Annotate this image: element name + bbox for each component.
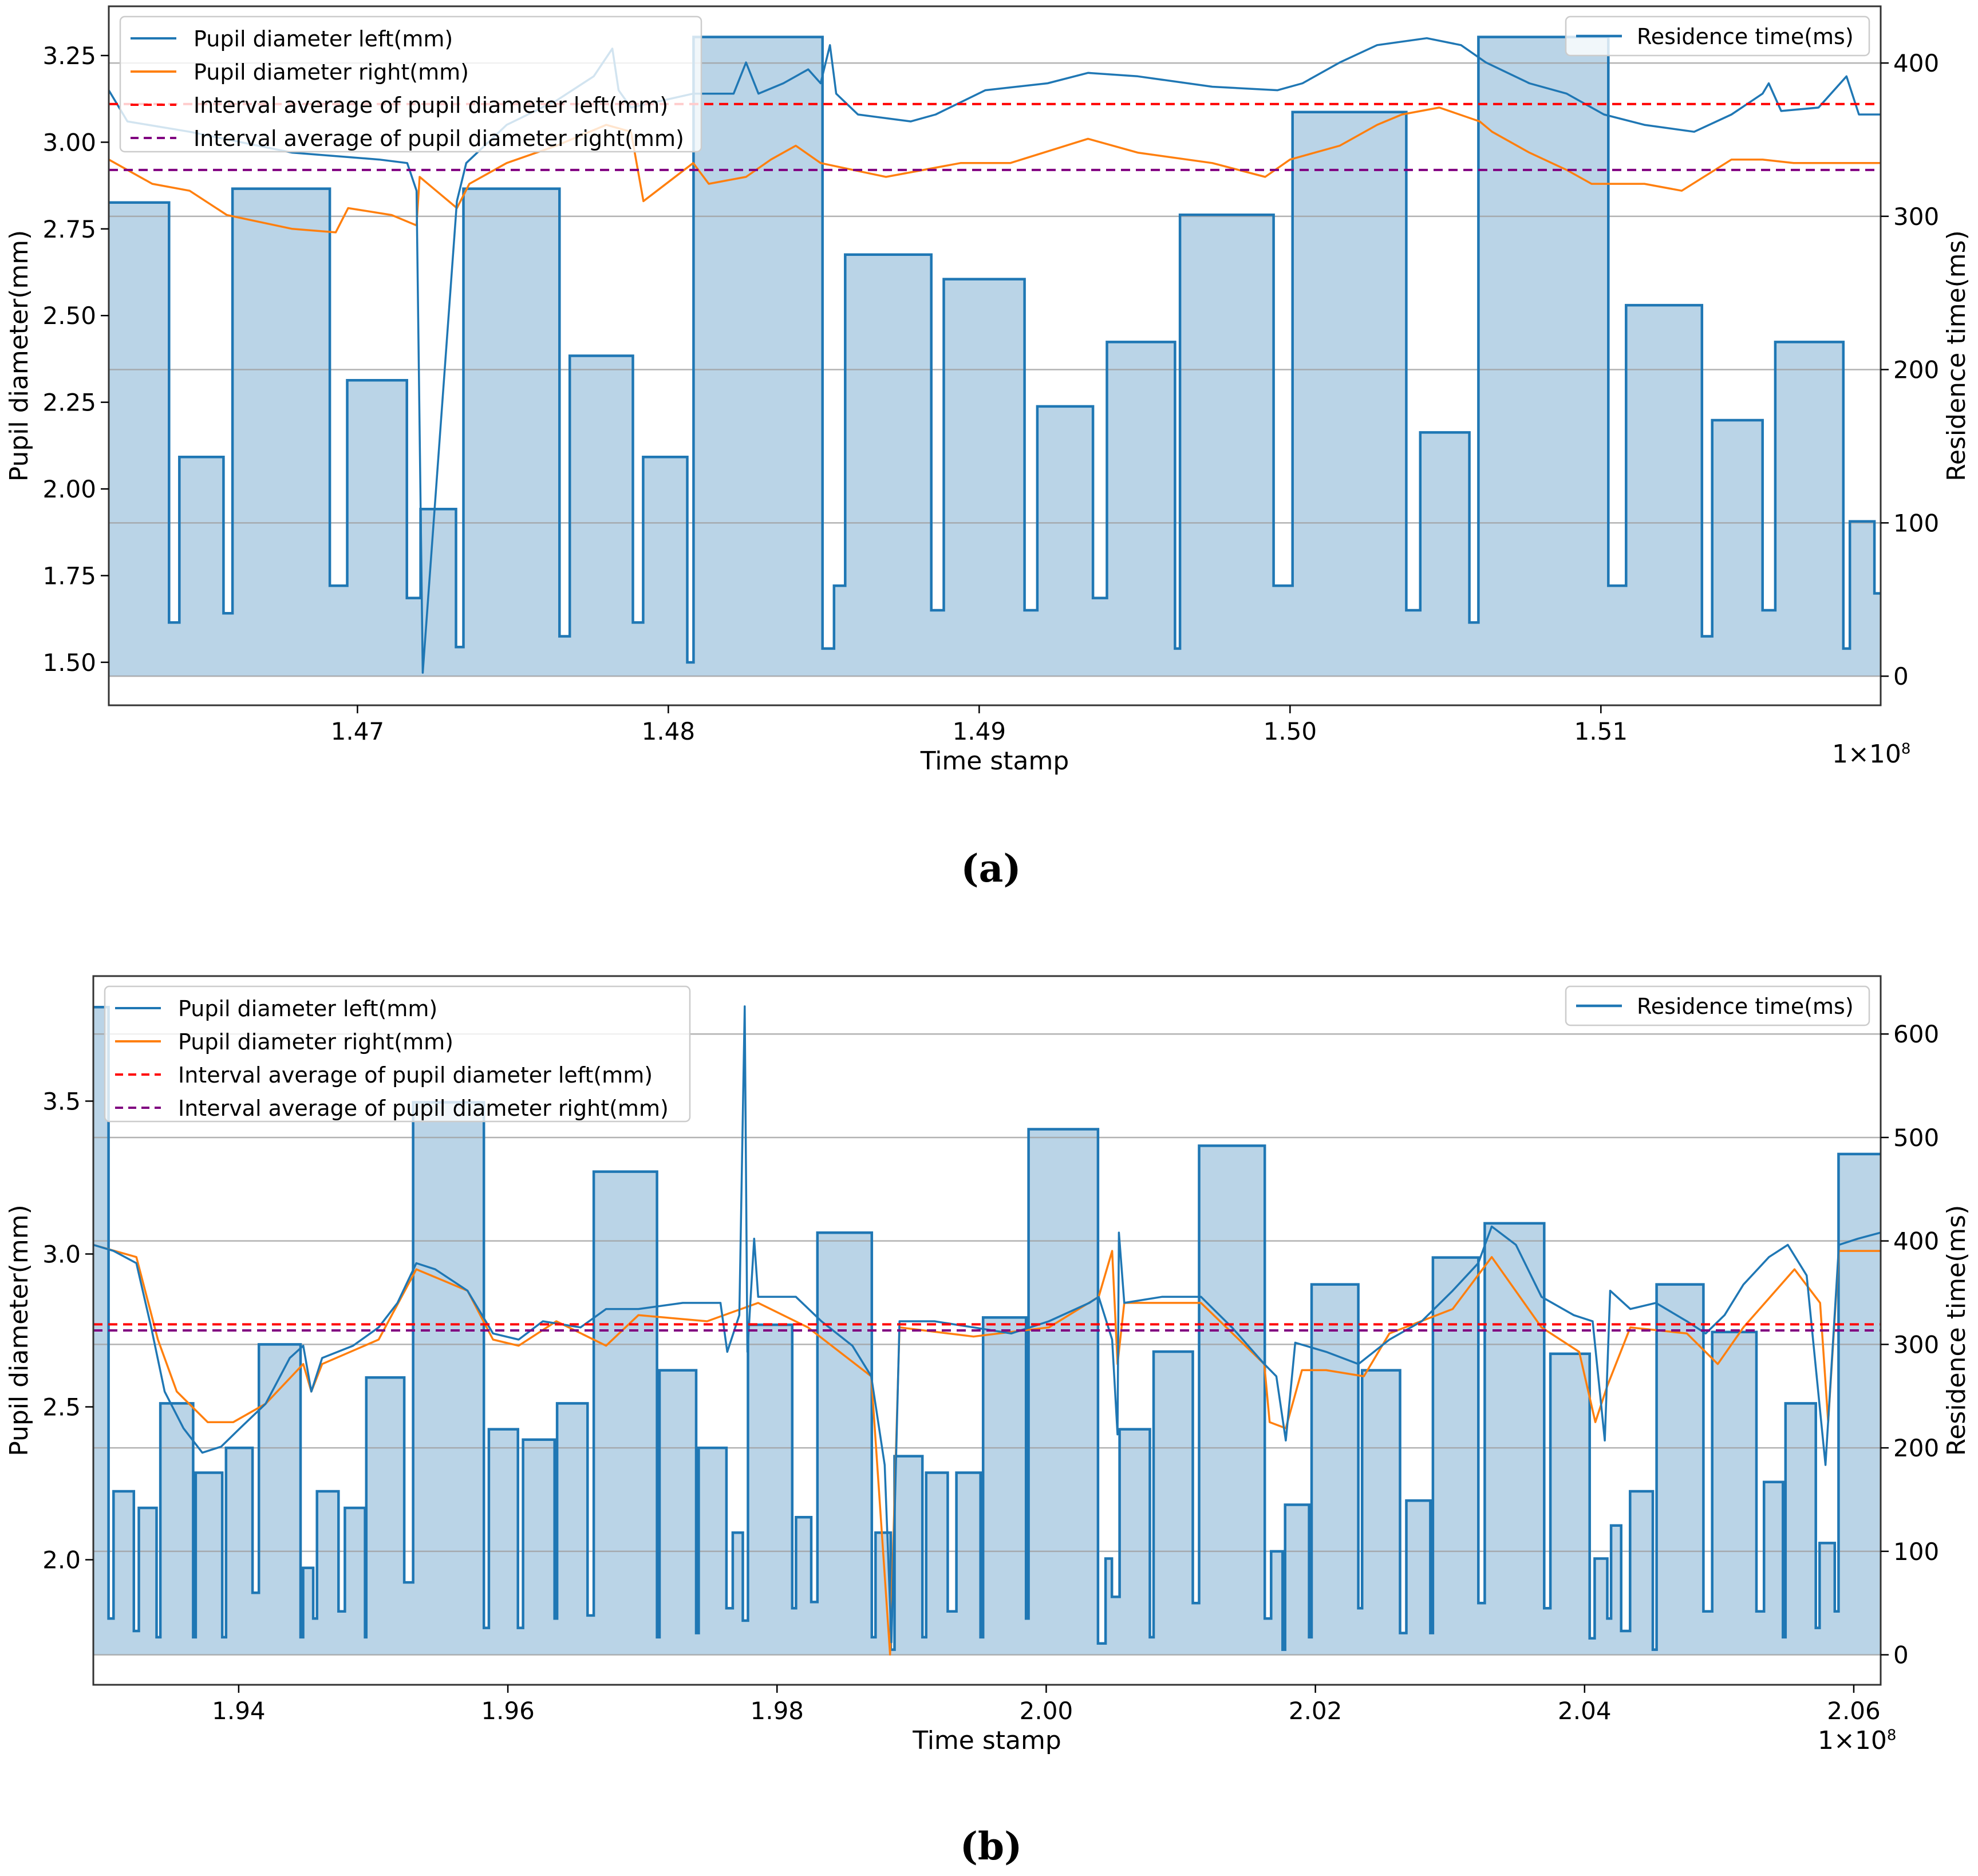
legend-box (104, 985, 691, 1123)
y-right-tick-label: 400 (1893, 49, 1939, 77)
x-tick-label: 2.06 (1827, 1697, 1881, 1725)
x-tick-label: 1.98 (751, 1697, 804, 1725)
x-tick-label: 1.49 (953, 717, 1006, 745)
legend-label: Pupil diameter left(mm) (194, 26, 453, 52)
legend-residence: Residence time(ms) (1565, 15, 1870, 57)
legend-label: Interval average of pupil diameter left(… (194, 93, 668, 118)
residence-time-line (109, 35, 1880, 664)
legend-box (1565, 985, 1870, 1026)
y-left-tick-label: 2.75 (42, 215, 96, 243)
y-right-tick-label: 0 (1893, 662, 1909, 690)
plot-frame (108, 5, 1882, 706)
y-left-tick-label: 3.00 (42, 128, 96, 156)
legend-pupil: Pupil diameter left(mm) Pupil diameter ri… (119, 15, 702, 153)
panel-label-a: (a) (961, 846, 1021, 891)
legend-pupil: Pupil diameter left(mm) Pupil diameter ri… (104, 985, 691, 1123)
y-left-tick-label: 2.0 (42, 1546, 81, 1574)
pupil-left-line (108, 37, 1881, 674)
x-tick-label: 1.50 (1264, 717, 1317, 745)
offset-base: 1×10 (1818, 1726, 1887, 1755)
residence-time-area (109, 37, 1880, 677)
legend-label: Pupil diameter right(mm) (178, 1029, 453, 1054)
y-right-axis-label: Residence time(ms) (1942, 1205, 1971, 1456)
legend-box (119, 15, 702, 153)
x-tick-label: 1.94 (212, 1697, 266, 1725)
x-tick-label: 2.02 (1289, 1697, 1343, 1725)
y-right-tick-label: 600 (1893, 1020, 1939, 1048)
y-right-axis-label: Residence time(ms) (1942, 230, 1971, 481)
legend-label: Interval average of pupil diameter right… (194, 126, 684, 151)
y-right-tick-label: 300 (1893, 203, 1939, 231)
legend-box (1565, 15, 1870, 57)
y-left-tick-label: 1.75 (42, 562, 96, 590)
legend-label: Pupil diameter right(mm) (194, 60, 469, 85)
legend-label: Residence time(ms) (1637, 994, 1854, 1019)
y-left-tick-label: 3.0 (42, 1240, 81, 1268)
plot-frame (92, 975, 1882, 1686)
x-axis-label: Time stamp (920, 747, 1069, 776)
y-left-tick-label: 1.50 (42, 649, 96, 677)
y-left-tick-label: 2.00 (42, 475, 96, 503)
legend-label: Interval average of pupil diameter left(… (178, 1063, 653, 1088)
pupil-left-line (93, 1005, 1881, 1644)
x-axis-label: Time stamp (912, 1726, 1061, 1755)
y-left-tick-label: 2.5 (42, 1393, 81, 1421)
offset-exponent: 8 (1901, 740, 1911, 758)
x-tick-label: 2.00 (1020, 1697, 1073, 1725)
offset-base: 1×10 (1832, 740, 1901, 769)
panel-label-b: (b) (960, 1824, 1022, 1869)
x-tick-label: 1.47 (331, 717, 385, 745)
x-offset-text-a: 1×108 (1832, 740, 1910, 769)
y-right-tick-label: 500 (1893, 1124, 1939, 1152)
y-left-tick-label: 3.5 (42, 1087, 81, 1115)
y-left-axis-label: Pupil diameter(mm) (5, 230, 34, 482)
x-tick-label: 1.51 (1574, 717, 1628, 745)
y-right-tick-label: 200 (1893, 1434, 1939, 1462)
y-left-tick-label: 2.25 (42, 389, 96, 417)
y-right-tick-label: 200 (1893, 356, 1939, 384)
y-left-tick-label: 3.25 (42, 42, 96, 70)
y-left-axis-label: Pupil diameter(mm) (5, 1204, 34, 1456)
x-offset-text-b: 1×108 (1818, 1726, 1896, 1755)
y-right-tick-label: 0 (1893, 1641, 1909, 1669)
offset-exponent: 8 (1886, 1727, 1897, 1744)
y-right-tick-label: 100 (1893, 509, 1939, 537)
legend-label: Pupil diameter left(mm) (178, 996, 437, 1021)
y-right-tick-label: 100 (1893, 1538, 1939, 1566)
chart-b: 1.94 1.96 1.98 2.00 2.02 2.04 2.06 2.0 2.5 3.0 3.5… (5, 975, 1971, 1755)
x-tick-label: 1.96 (481, 1697, 535, 1725)
legend-label: Residence time(ms) (1637, 24, 1854, 49)
y-left-tick-label: 2.50 (42, 302, 96, 330)
legend-residence: Residence time(ms) (1565, 985, 1870, 1026)
x-tick-label: 1.48 (642, 717, 696, 745)
legend-label: Interval average of pupil diameter right… (178, 1096, 669, 1121)
y-right-tick-label: 400 (1893, 1227, 1939, 1255)
x-tick-label: 2.04 (1558, 1697, 1612, 1725)
y-right-tick-label: 300 (1893, 1330, 1939, 1358)
chart-a: 1.47 1.48 1.49 1.50 1.51 1.50 1.75 2.00 2.25 2.50… (5, 5, 1971, 776)
residence-time-line (93, 1005, 1881, 1651)
